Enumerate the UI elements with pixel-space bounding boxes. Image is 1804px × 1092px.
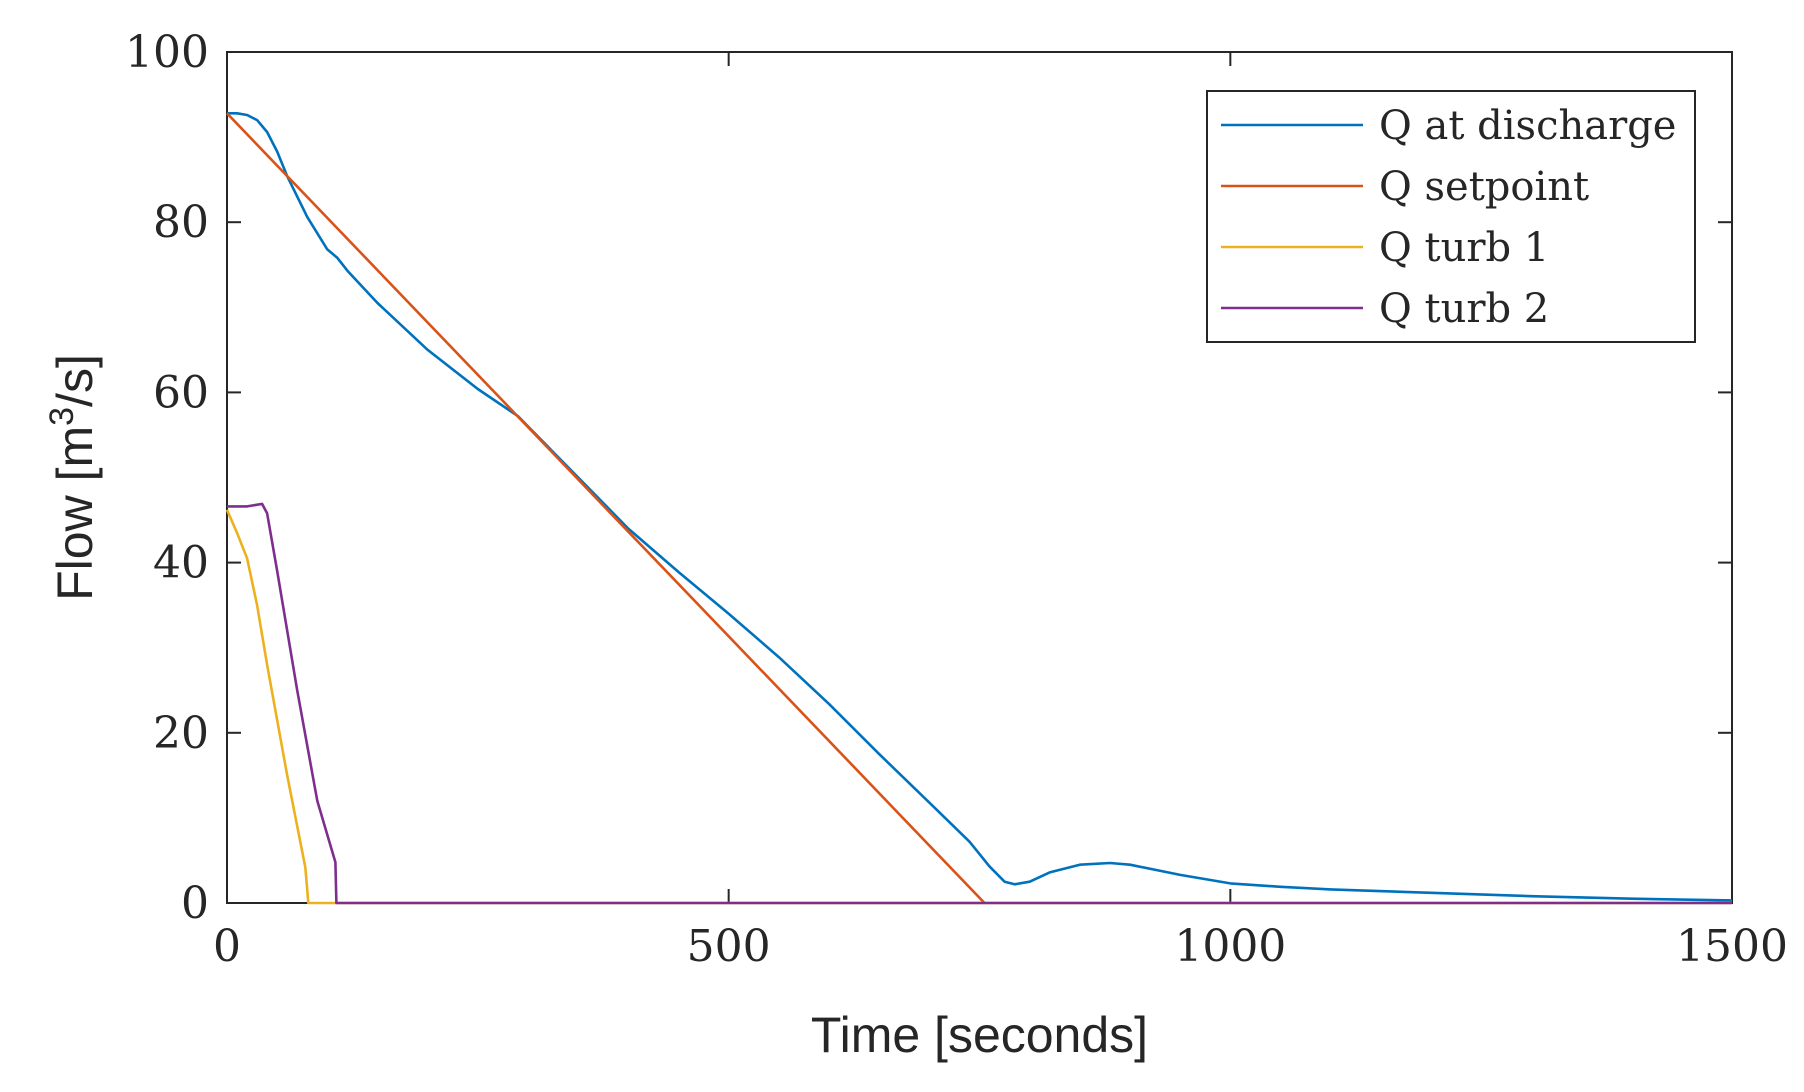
series-line-q-turb-2 bbox=[227, 502, 1732, 905]
series-layer bbox=[225, 112, 1733, 905]
y-tick-label: 40 bbox=[153, 538, 209, 589]
tick-labels: 0 500 1000 1500 0 20 40 60 80 100 bbox=[125, 27, 1788, 972]
legend-box bbox=[1206, 90, 1696, 343]
legend: Q at discharge Q setpoint Q turb 1 Q turb 2 bbox=[1206, 90, 1696, 343]
legend-label-q-turb-2: Q turb 2 bbox=[1379, 286, 1549, 332]
y-tick-label: 20 bbox=[153, 708, 209, 759]
series-line-q-at-discharge bbox=[227, 112, 1733, 902]
series-line-q-turb-1 bbox=[225, 509, 1732, 905]
y-axis-label-unit: /s] bbox=[47, 354, 103, 407]
x-tick-label: 0 bbox=[213, 921, 241, 972]
legend-label-q-setpoint: Q setpoint bbox=[1379, 164, 1589, 210]
y-tick-label: 60 bbox=[153, 367, 209, 418]
y-tick-label: 100 bbox=[125, 27, 209, 78]
legend-label-q-turb-1: Q turb 1 bbox=[1379, 225, 1549, 271]
y-tick-label: 80 bbox=[153, 197, 209, 248]
series-line-q-setpoint bbox=[226, 112, 986, 904]
y-axis-label-text: Flow [m bbox=[47, 426, 103, 601]
x-tick-label: 1500 bbox=[1676, 921, 1788, 972]
x-axis-label: Time [seconds] bbox=[811, 1007, 1148, 1063]
legend-label-q-at-discharge: Q at discharge bbox=[1379, 103, 1676, 149]
x-tick-label: 500 bbox=[687, 921, 771, 972]
x-tick-label: 1000 bbox=[1174, 921, 1286, 972]
y-axis-label-superscript: 3 bbox=[43, 407, 81, 426]
y-tick-label: 0 bbox=[181, 878, 209, 929]
y-axis-label: Flow [m3/s] bbox=[43, 354, 103, 601]
